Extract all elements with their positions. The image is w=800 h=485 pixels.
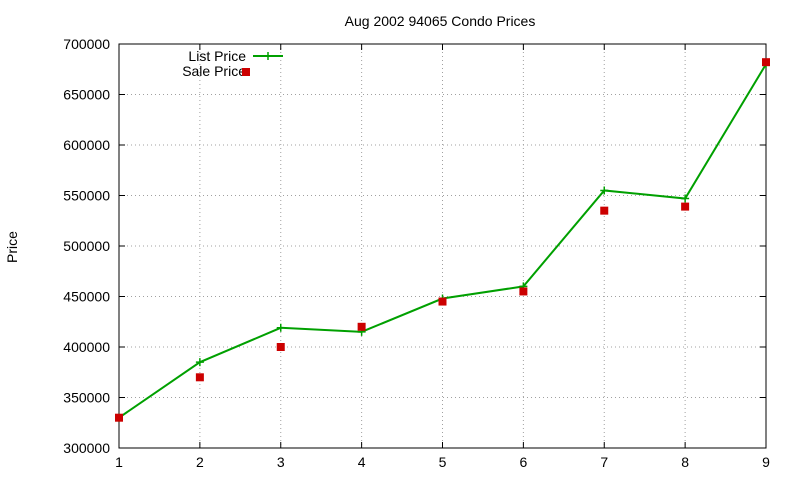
sale-price-point bbox=[276, 343, 285, 351]
x-tick-label: 1 bbox=[115, 454, 123, 470]
list-price-point bbox=[195, 358, 204, 367]
series bbox=[115, 58, 770, 422]
sale-price-point bbox=[762, 58, 770, 67]
sale-price-point bbox=[357, 322, 366, 331]
sale-price-point bbox=[115, 413, 123, 422]
y-tick-label: 300000 bbox=[63, 440, 110, 456]
x-tick-label: 5 bbox=[439, 454, 447, 470]
x-tick-label: 9 bbox=[762, 454, 770, 470]
y-axis-label: Price bbox=[4, 231, 20, 263]
y-tick-label: 550000 bbox=[63, 188, 110, 204]
legend-label-sale-price: Sale Price bbox=[182, 63, 246, 79]
sale-price-point bbox=[438, 297, 447, 306]
axes bbox=[118, 43, 767, 449]
sale-price-point bbox=[600, 206, 609, 215]
x-tick-label: 2 bbox=[196, 454, 204, 470]
tick-labels: 1 2 3 4 5 6 7 8 9 300000 350000 400000 450000 500000 5… bbox=[63, 36, 770, 470]
y-tick-label: 650000 bbox=[63, 87, 110, 103]
y-tick-label: 700000 bbox=[63, 36, 110, 52]
y-tick-label: 400000 bbox=[63, 339, 110, 355]
x-tick-label: 4 bbox=[358, 454, 366, 470]
sale-price-point bbox=[681, 202, 690, 211]
y-tick-label: 350000 bbox=[63, 390, 110, 406]
y-tick-label: 600000 bbox=[63, 137, 110, 153]
x-tick-label: 6 bbox=[519, 454, 527, 470]
y-tick-label: 500000 bbox=[63, 238, 110, 254]
legend-swatch-plus bbox=[264, 52, 272, 60]
series-sale-price bbox=[115, 58, 770, 422]
y-tick-label: 450000 bbox=[63, 289, 110, 305]
list-price-point bbox=[681, 194, 690, 203]
x-tick-label: 7 bbox=[600, 454, 608, 470]
list-price-point bbox=[276, 323, 285, 332]
x-tick-label: 8 bbox=[681, 454, 689, 470]
sale-price-point bbox=[195, 373, 204, 382]
x-tick-label: 3 bbox=[277, 454, 285, 470]
legend-swatch-square bbox=[242, 68, 250, 76]
grid bbox=[119, 44, 766, 448]
chart-title: Aug 2002 94065 Condo Prices bbox=[345, 13, 536, 29]
list-price-point bbox=[600, 186, 609, 195]
legend-label-list-price: List Price bbox=[188, 48, 246, 64]
sale-price-point bbox=[519, 287, 528, 296]
